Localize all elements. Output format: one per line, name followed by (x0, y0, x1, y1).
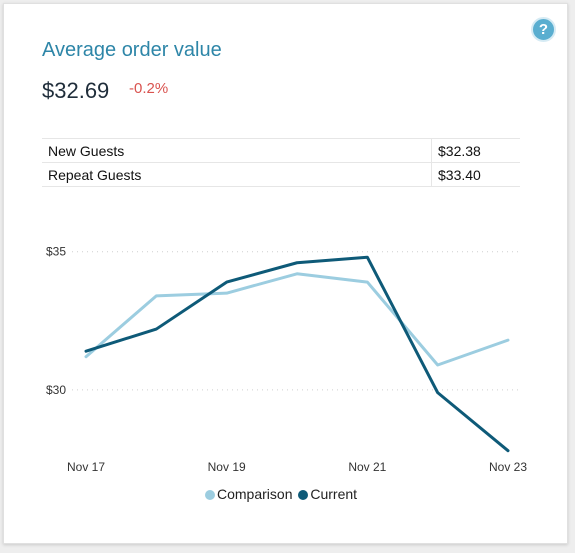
legend-item-current[interactable]: Current (298, 486, 357, 502)
y-tick-label: $30 (46, 383, 66, 397)
legend-label-current: Current (310, 486, 358, 502)
series-line-comparison (84, 272, 510, 367)
table-row: New Guests $32.38 (42, 138, 520, 163)
card-title: Average order value (42, 39, 222, 61)
row-label-new-guests: New Guests (42, 138, 432, 163)
y-tick-label: $35 (46, 245, 66, 259)
legend-item-comparison[interactable]: Comparison (205, 486, 292, 502)
legend-dot-comparison (205, 490, 215, 500)
x-tick-label: Nov 17 (67, 460, 105, 474)
value-change: -0.2% (129, 80, 169, 97)
guest-breakdown-table: New Guests $32.38 Repeat Guests $33.40 (42, 138, 520, 187)
legend-label-comparison: Comparison (217, 486, 293, 502)
average-order-value: $32.69 (42, 78, 110, 103)
average-order-value-card (3, 3, 568, 544)
help-icon[interactable]: ? (531, 17, 556, 42)
legend-dot-current (298, 490, 309, 500)
x-tick-label: Nov 21 (348, 460, 386, 474)
x-tick-label: Nov 19 (208, 460, 246, 474)
row-label-repeat-guests: Repeat Guests (42, 162, 432, 187)
table-row: Repeat Guests $33.40 (42, 162, 520, 187)
row-value-repeat-guests: $33.40 (431, 162, 520, 187)
x-tick-label: Nov 23 (489, 460, 527, 474)
row-value-new-guests: $32.38 (431, 138, 520, 163)
series-line-current (84, 255, 510, 453)
chart-legend: Comparison Current (205, 486, 359, 502)
